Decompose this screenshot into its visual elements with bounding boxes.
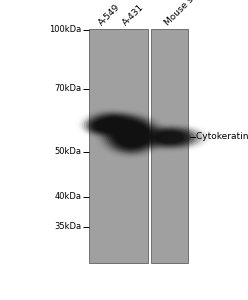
Text: 35kDa: 35kDa xyxy=(55,222,82,231)
Ellipse shape xyxy=(89,113,137,136)
Ellipse shape xyxy=(118,125,145,145)
Ellipse shape xyxy=(91,114,134,135)
Ellipse shape xyxy=(99,113,164,157)
Ellipse shape xyxy=(84,111,142,138)
Ellipse shape xyxy=(86,112,139,137)
Text: 40kDa: 40kDa xyxy=(55,192,82,201)
Ellipse shape xyxy=(111,121,152,149)
Ellipse shape xyxy=(101,114,162,156)
Ellipse shape xyxy=(90,121,108,131)
Text: Cytokeratin 4 (KRT4): Cytokeratin 4 (KRT4) xyxy=(196,132,248,141)
Ellipse shape xyxy=(84,118,115,134)
Ellipse shape xyxy=(107,118,156,152)
Ellipse shape xyxy=(113,122,150,148)
Text: A-549: A-549 xyxy=(96,2,122,27)
Ellipse shape xyxy=(156,132,184,143)
Text: A-431: A-431 xyxy=(121,2,146,27)
Ellipse shape xyxy=(99,117,127,132)
Ellipse shape xyxy=(145,128,195,146)
Ellipse shape xyxy=(152,130,188,144)
Ellipse shape xyxy=(94,115,132,134)
Ellipse shape xyxy=(131,124,209,151)
Ellipse shape xyxy=(81,110,144,139)
Text: 100kDa: 100kDa xyxy=(50,26,82,34)
Text: 70kDa: 70kDa xyxy=(55,84,82,93)
Bar xyxy=(89,28,148,262)
Ellipse shape xyxy=(138,126,202,149)
Ellipse shape xyxy=(141,127,198,148)
Bar xyxy=(151,28,188,262)
Ellipse shape xyxy=(116,123,147,147)
Ellipse shape xyxy=(149,129,191,146)
Ellipse shape xyxy=(134,125,206,150)
Ellipse shape xyxy=(103,116,160,154)
Text: Mouse stomach: Mouse stomach xyxy=(163,0,220,27)
Ellipse shape xyxy=(96,116,129,133)
Ellipse shape xyxy=(92,122,106,130)
Ellipse shape xyxy=(120,126,143,144)
Ellipse shape xyxy=(105,117,158,153)
Ellipse shape xyxy=(109,120,154,150)
Text: 50kDa: 50kDa xyxy=(55,147,82,156)
Ellipse shape xyxy=(101,118,125,131)
Ellipse shape xyxy=(86,118,112,133)
Ellipse shape xyxy=(88,120,110,132)
